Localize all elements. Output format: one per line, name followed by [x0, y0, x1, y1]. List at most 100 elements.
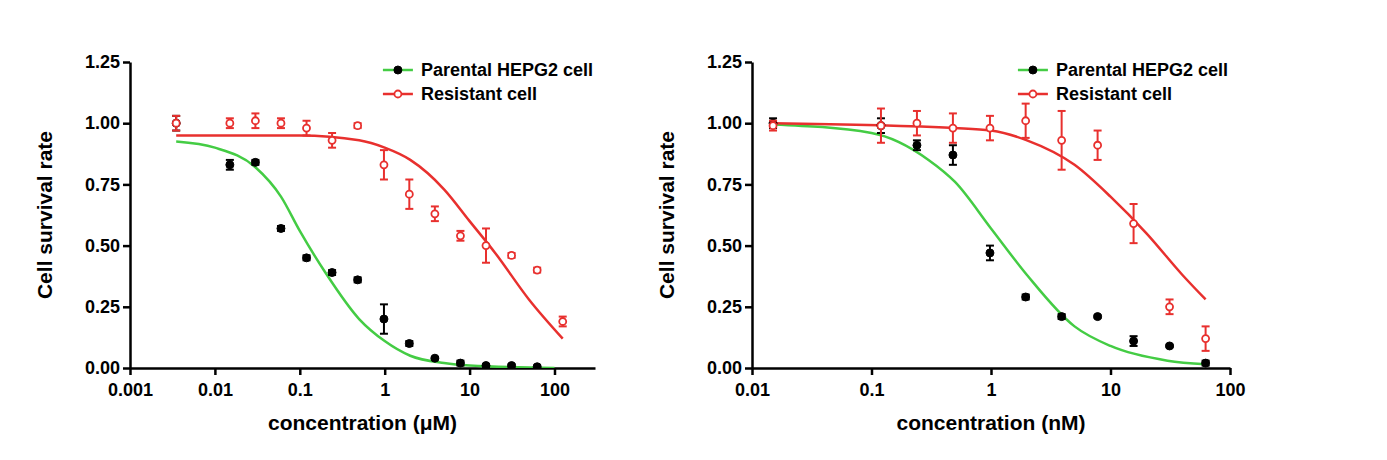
x-tick-mark: [214, 368, 217, 375]
error-bar-cap: [482, 262, 490, 264]
x-tick-mark: [1110, 368, 1113, 375]
error-bar: [986, 246, 994, 261]
y-axis-line: [129, 63, 132, 369]
data-point: [251, 158, 259, 166]
legend: Parental HEPG2 cellResistant cell: [1018, 60, 1228, 104]
error-bar: [172, 116, 180, 131]
y-tick-mark: [123, 61, 130, 64]
data-point: [328, 269, 336, 277]
x-tick-label: 0.1: [288, 380, 313, 400]
error-bar: [949, 145, 957, 165]
data-point: [1202, 359, 1210, 367]
error-bar: [1166, 299, 1174, 314]
y-tick-mark: [123, 245, 130, 248]
data-point: [1130, 337, 1138, 345]
data-point: [172, 119, 180, 127]
chart: 0.0010.010.11101000.000.250.500.751.001.…: [33, 52, 596, 434]
error-bar-cap: [1166, 313, 1174, 315]
error-bar-cap: [303, 134, 311, 136]
error-bar-cap: [251, 127, 259, 129]
data-point: [986, 125, 993, 132]
y-tick: 0.25: [707, 297, 752, 317]
error-bar-cap: [949, 112, 957, 114]
data-point: [1094, 313, 1102, 321]
error-bar-cap: [986, 115, 994, 117]
error-bar-cap: [1022, 103, 1030, 105]
data-point: [303, 254, 311, 262]
y-tick: 1.00: [707, 113, 752, 133]
data-point: [482, 242, 489, 249]
legend-label: Resistant cell: [1056, 84, 1172, 104]
fit-curve: [773, 124, 1206, 364]
y-axis-title: Cell survival rate: [33, 131, 56, 299]
x-tick-label: 0.001: [108, 380, 153, 400]
data-point: [431, 354, 439, 362]
x-tick-mark: [384, 368, 387, 375]
x-tick-label: 10: [460, 380, 480, 400]
error-bar-cap: [1094, 159, 1102, 161]
data-point: [559, 318, 566, 325]
error-bar: [559, 317, 567, 327]
plot-area: [172, 113, 567, 368]
error-bar: [1022, 104, 1030, 138]
y-tick-label: 1.00: [707, 113, 742, 133]
error-bar-cap: [877, 108, 885, 110]
error-bar-cap: [949, 164, 957, 166]
data-point: [173, 120, 180, 127]
x-tick-mark: [469, 368, 472, 375]
y-tick-label: 1.00: [85, 113, 120, 133]
data-point: [482, 362, 490, 368]
y-tick-mark: [123, 184, 130, 187]
error-bar: [769, 121, 777, 131]
data-point: [877, 122, 884, 129]
error-bar-cap: [913, 134, 921, 136]
error-bar: [1130, 204, 1138, 243]
error-bar-cap: [1022, 137, 1030, 139]
error-bar-cap: [986, 245, 994, 247]
y-tick-mark: [745, 245, 752, 248]
error-bar-cap: [251, 112, 259, 114]
y-axis-line: [751, 63, 754, 369]
x-tick-label: 1: [380, 380, 390, 400]
error-bar-cap: [1202, 325, 1210, 327]
error-bar-cap: [405, 208, 413, 210]
data-point: [1202, 335, 1209, 342]
x-tick: 1: [380, 368, 390, 400]
data-point: [329, 137, 336, 144]
error-bar-cap: [1094, 130, 1102, 132]
error-bar: [226, 118, 234, 128]
data-point: [877, 122, 885, 130]
y-axis: 0.000.250.500.751.001.25: [85, 52, 131, 378]
error-bar-cap: [949, 144, 957, 146]
y-tick: 0.50: [85, 236, 130, 256]
data-point: [252, 117, 259, 124]
data-point: [406, 191, 413, 198]
y-tick: 0.25: [85, 297, 130, 317]
y-tick-mark: [123, 122, 130, 125]
y-tick-label: 0.25: [85, 297, 120, 317]
x-tick: 1: [986, 368, 996, 400]
data-point: [456, 359, 464, 367]
error-bar: [949, 113, 957, 142]
y-tick-mark: [745, 122, 752, 125]
x-tick-label: 0.01: [198, 380, 233, 400]
error-bar-cap: [1058, 110, 1066, 112]
error-bar: [380, 304, 388, 333]
x-tick: 0.1: [859, 368, 884, 400]
error-bar: [456, 231, 464, 241]
x-axis: 0.010.1110100: [735, 368, 1246, 400]
x-tick-label: 100: [1215, 380, 1245, 400]
error-bar-cap: [303, 120, 311, 122]
x-tick-mark: [299, 368, 302, 375]
error-bar: [251, 113, 259, 128]
legend-label: Resistant cell: [421, 84, 537, 104]
y-tick-label: 0.50: [707, 236, 742, 256]
error-bar: [172, 116, 180, 131]
legend-marker: [1029, 91, 1036, 98]
data-point: [1022, 117, 1029, 124]
y-tick: 1.25: [85, 52, 130, 72]
x-tick: 10: [460, 368, 480, 400]
error-bar-cap: [431, 205, 439, 207]
y-tick-label: 0.75: [707, 175, 742, 195]
x-tick-label: 0.01: [735, 380, 770, 400]
